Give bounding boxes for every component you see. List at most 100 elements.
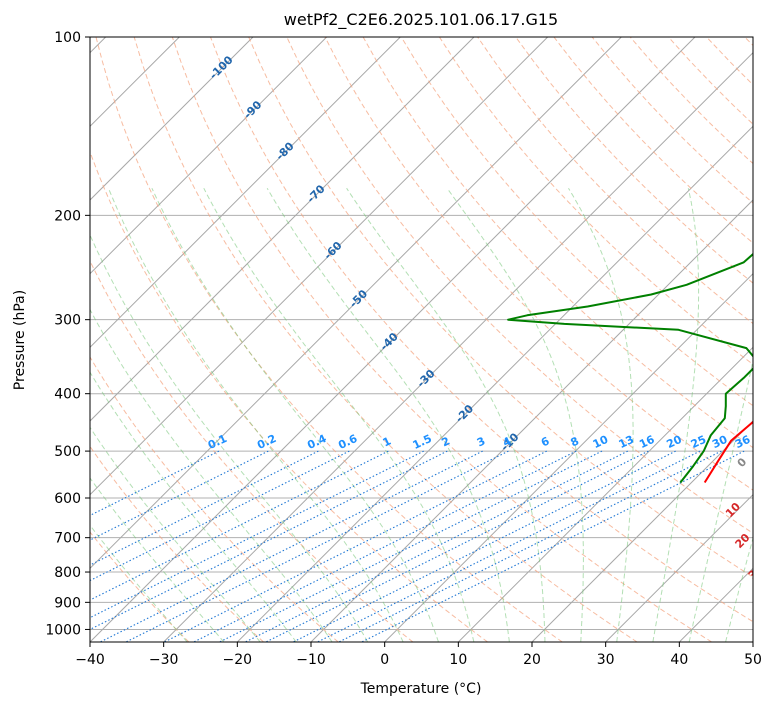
isotherm-line [90, 37, 696, 642]
moist-adiabat-line [90, 233, 369, 642]
y-tick-label: 1000 [45, 622, 81, 638]
moist-adiabat-line [266, 187, 510, 642]
x-tick-label: 20 [523, 652, 541, 668]
x-tick-label: 50 [744, 652, 762, 668]
y-tick-label: 400 [54, 387, 81, 403]
isotherm-label: -100 [207, 53, 236, 82]
temperature-profile-line [703, 420, 753, 484]
mixing-ratio-line [219, 450, 603, 642]
x-axis: −40 −30 −20 −10 0 10 20 30 40 50 [75, 642, 762, 668]
y-tick-label: 100 [54, 30, 81, 46]
mixing-ratio-label: 0.2 [255, 432, 278, 452]
mixing-ratio-line [90, 450, 424, 619]
isotherm-label: -40 [378, 330, 401, 353]
isotherm-line [163, 51, 753, 642]
mixing-ratio-line [361, 450, 745, 642]
y-tick-label: 800 [54, 565, 81, 581]
mixing-ratio-line [90, 450, 220, 517]
isotherm-label: -90 [241, 98, 264, 121]
chart-title: wetPf2_C2E6.2025.101.06.17.G15 [284, 10, 558, 30]
mixing-ratio-line [245, 450, 629, 642]
y-axis: 100 200 300 400 500 600 700 800 900 1000 [45, 30, 90, 638]
x-tick-label: −40 [75, 652, 105, 668]
moist-adiabat-line [90, 426, 261, 642]
mixing-ratio-label: 30 [710, 433, 730, 451]
x-tick-label: −30 [149, 652, 179, 668]
moist-adiabat-line [90, 371, 297, 642]
mixing-ratio-line [193, 450, 577, 642]
moist-adiabat-line [346, 187, 546, 642]
x-axis-label: Temperature (°C) [360, 681, 482, 697]
dry-adiabat-line [324, 37, 753, 491]
isotherm-line [457, 346, 753, 642]
dry-adiabat-label: 20 [733, 531, 753, 551]
moist-adiabat-line [568, 187, 634, 642]
mixing-ratio-line [90, 450, 389, 601]
dry-adiabat-line [90, 356, 339, 642]
x-tick-label: 0 [380, 652, 389, 668]
moist-adiabat-line [90, 524, 188, 642]
mixing-ratio-line [99, 450, 483, 642]
y-axis-label: Pressure (hPa) [12, 290, 28, 390]
dry-adiabat-line [438, 37, 753, 366]
dry-adiabat-line [90, 531, 190, 642]
mixing-ratio-line [292, 450, 676, 642]
y-tick-label: 500 [54, 444, 81, 460]
mixing-ratio-label: 36 [733, 433, 753, 451]
isotherm-line [90, 37, 475, 422]
moist-adiabat-line [652, 188, 700, 642]
dry-adiabat-line [744, 37, 753, 47]
y-tick-label: 600 [54, 491, 81, 507]
dry-adiabat-label: 40 [758, 594, 775, 614]
x-tick-label: −20 [223, 652, 253, 668]
isotherm-line [236, 125, 753, 642]
dry-adiabat-line [133, 37, 638, 642]
isotherm-line [531, 420, 753, 642]
x-tick-label: 30 [597, 652, 615, 668]
moist-adiabat-line [688, 358, 753, 642]
mixing-ratio-line [125, 450, 509, 642]
mixing-ratio-line [338, 450, 722, 642]
mixing-ratio-label: 25 [689, 433, 708, 451]
dry-adiabat-line [90, 259, 414, 642]
dry-adiabat-line [90, 445, 264, 642]
plot-frame [89, 36, 754, 643]
isotherm-line [678, 567, 753, 642]
mixing-ratio-label: 0.1 [206, 432, 229, 452]
isotherm-line [752, 641, 753, 642]
moist-adiabat-line [151, 187, 439, 642]
x-tick-label: 10 [449, 652, 467, 668]
mixing-ratio-label: 16 [637, 433, 657, 451]
dry-adiabat-line [248, 37, 753, 578]
isotherm-label: -60 [321, 239, 344, 262]
mixing-ratio-line [90, 450, 269, 541]
moist-adiabat-line [446, 187, 584, 642]
mixing-ratio-line [90, 450, 448, 631]
dry-adiabat-line [90, 150, 488, 642]
dry-adiabat-line [171, 37, 712, 642]
isotherm-line [90, 37, 254, 201]
y-tick-label: 300 [54, 313, 81, 329]
dry-adiabat-line [95, 37, 563, 642]
dewpoint-profile-line [507, 252, 753, 484]
y-tick-label: 900 [54, 595, 81, 611]
mixing-ratio-label: 20 [664, 433, 684, 451]
dry-adiabat-line [400, 37, 753, 407]
x-tick-label: −10 [296, 652, 326, 668]
dry-adiabat-line [668, 37, 753, 125]
isotherm-label: -80 [273, 139, 296, 162]
background-lines [90, 37, 753, 642]
isotherm-label: -50 [347, 287, 370, 310]
moist-adiabat-line [90, 477, 225, 642]
moist-adiabat-line [203, 187, 475, 642]
y-tick-label: 200 [54, 208, 81, 224]
mixing-ratio-label: 6 [539, 434, 552, 449]
moist-adiabat-line [90, 308, 333, 642]
dry-adiabat-line [591, 37, 753, 204]
isotherm-line [605, 493, 753, 642]
isotherm-line [384, 272, 753, 642]
dry-adiabat-label: 0 [735, 455, 750, 470]
isotherm-line [90, 37, 328, 275]
isotherm-line [90, 37, 622, 570]
